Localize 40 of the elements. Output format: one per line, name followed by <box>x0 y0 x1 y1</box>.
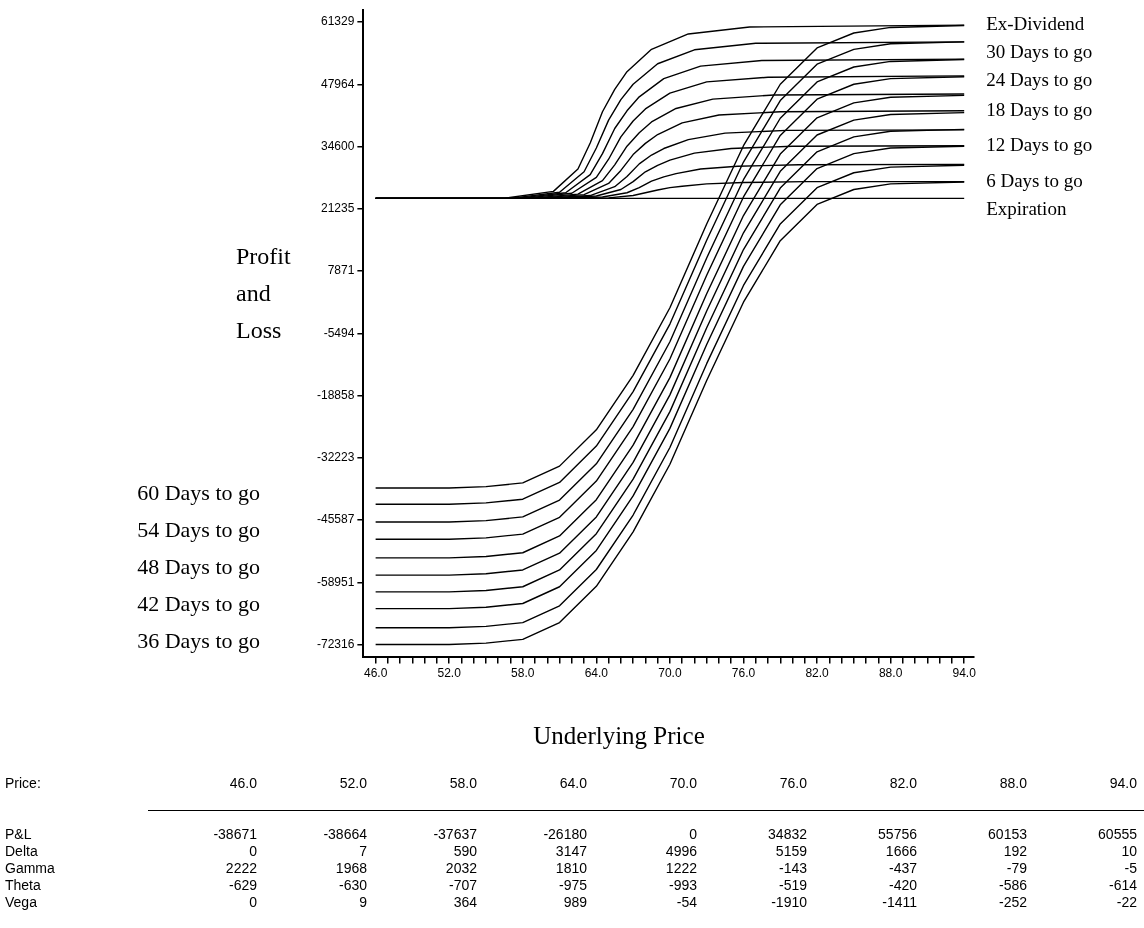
y-tick-label: -58951 <box>316 574 355 589</box>
x-tick-label: 64.0 <box>584 666 609 681</box>
text: Delta 0 7 590 3147 4996 5159 1666 192 10 <box>5 843 1137 859</box>
x-axis-title: Underlying Price <box>532 722 706 750</box>
y-tick-label: 61329 <box>320 14 355 29</box>
y-tick-label: -18858 <box>316 387 355 402</box>
x-tick-label: 82.0 <box>805 666 830 681</box>
x-tick-label: 58.0 <box>511 666 535 681</box>
y-axis-title: Profit and Loss <box>236 242 292 345</box>
text: Vega 0 9 364 989 -54 -1910 -1411 -252 -22 <box>5 894 1137 910</box>
y-tick-label: 34600 <box>320 138 355 153</box>
y-tick-label: -45587 <box>316 512 355 527</box>
series-label: 6 Days to go <box>986 169 1083 191</box>
y-tick-label: -5494 <box>323 325 355 340</box>
x-tick-label: 46.0 <box>363 666 388 681</box>
y-tick-label: -32223 <box>316 450 355 465</box>
series-label: 12 Days to go <box>986 133 1093 155</box>
x-tick-label: 70.0 <box>658 666 682 681</box>
text: 48 Days to go <box>136 553 260 581</box>
series-label: 18 Days to go <box>986 98 1093 120</box>
y-tick-label: 21235 <box>320 201 355 216</box>
series-label: Expiration <box>986 197 1067 219</box>
text: Gamma 2222 1968 2032 1810 1222 -143 -437 -79 -5 <box>5 860 1137 876</box>
text: 36 Days to go <box>136 627 260 655</box>
x-tick-label: 94.0 <box>952 666 977 681</box>
text: 60 Days to go <box>136 479 260 507</box>
series-label: 30 Days to go <box>986 41 1093 63</box>
text: 54 Days to go <box>136 516 260 544</box>
x-tick-label: 52.0 <box>437 666 462 681</box>
text: Theta -629 -630 -707 -975 -993 -519 -420 -586 -614 <box>5 877 1137 893</box>
y-tick-label: 47964 <box>320 76 355 91</box>
series-label: 24 Days to go <box>986 69 1093 91</box>
series-label: Ex-Dividend <box>986 13 1085 35</box>
y-tick-label: -72316 <box>316 636 355 651</box>
text: 42 Days to go <box>136 590 260 618</box>
text: P&L -38671 -38664 -37637 -26180 0 34832 55756 60153 60555 <box>5 826 1137 842</box>
x-tick-label: 88.0 <box>878 666 903 681</box>
text: Price: 46.0 52.0 58.0 64.0 70.0 76.0 82.0 88.0 94.0 <box>5 775 1137 791</box>
x-tick-label: 76.0 <box>731 666 756 681</box>
y-tick-label: 7871 <box>327 263 355 278</box>
